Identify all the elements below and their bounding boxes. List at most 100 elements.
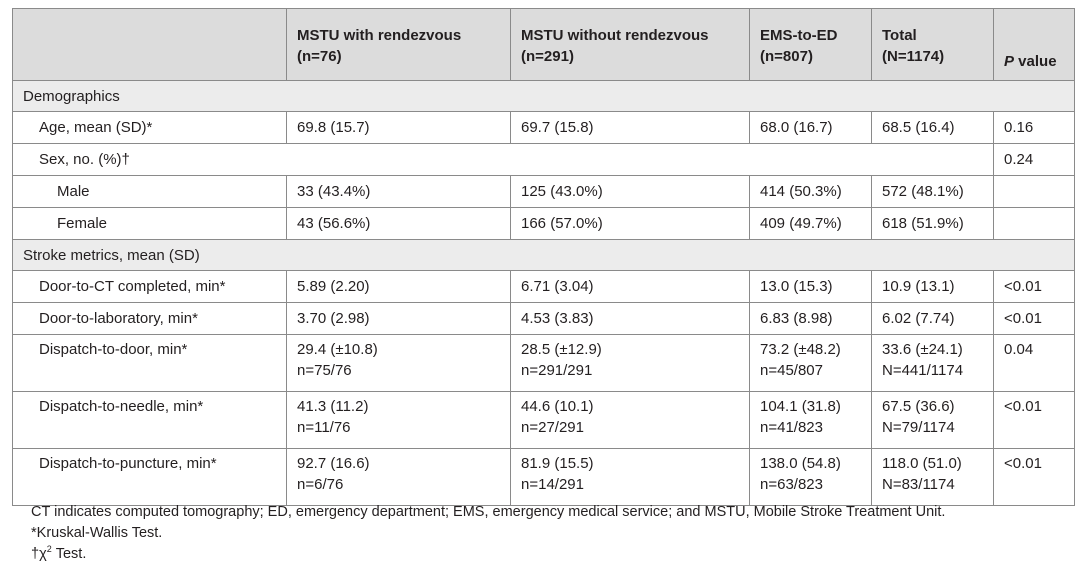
header-ems-to-ed-title: EMS-to-ED bbox=[760, 26, 838, 44]
row-label: Dispatch-to-needle, min* bbox=[12, 391, 287, 449]
table-cell: 6.83 (8.98) bbox=[749, 302, 872, 335]
table-cell: 572 (48.1%) bbox=[871, 175, 994, 208]
cell-count: n=45/807 bbox=[760, 362, 823, 379]
table-cell-empty bbox=[286, 143, 994, 176]
header-p-word: value bbox=[1014, 53, 1057, 70]
table-cell: 414 (50.3%) bbox=[749, 175, 872, 208]
cell-value: 138.0 (54.8) bbox=[760, 455, 841, 472]
table-cell: 104.1 (31.8) n=41/823 bbox=[749, 391, 872, 449]
header-ems-to-ed-n: (n=807) bbox=[760, 47, 813, 65]
footnote-chi-prefix: †χ bbox=[31, 546, 47, 562]
table-cell: 10.9 (13.1) bbox=[871, 270, 994, 303]
table-cell: 138.0 (54.8) n=63/823 bbox=[749, 448, 872, 506]
header-p-value: P value bbox=[993, 8, 1075, 81]
row-label: Age, mean (SD)* bbox=[12, 111, 287, 144]
cell-value: 29.4 (±10.8) bbox=[297, 341, 378, 358]
cell-count: N=79/1174 bbox=[882, 419, 955, 436]
cell-count: n=6/76 bbox=[297, 476, 344, 493]
table-cell: 4.53 (3.83) bbox=[510, 302, 750, 335]
table-cell: 166 (57.0%) bbox=[510, 207, 750, 240]
table-cell: 92.7 (16.6) n=6/76 bbox=[286, 448, 511, 506]
table-cell: 43 (56.6%) bbox=[286, 207, 511, 240]
table-row: Dispatch-to-puncture, min* 92.7 (16.6) n=… bbox=[12, 448, 1075, 506]
table-cell: 73.2 (±48.2) n=45/807 bbox=[749, 334, 872, 392]
table-row: Sex, no. (%)† 0.24 bbox=[12, 143, 1075, 176]
cell-value: 73.2 (±48.2) bbox=[760, 341, 841, 358]
table-cell: 6.71 (3.04) bbox=[510, 270, 750, 303]
cell-count: n=27/291 bbox=[521, 419, 584, 436]
footnote-abbreviations: CT indicates computed tomography; ED, em… bbox=[31, 504, 946, 520]
table-cell: 44.6 (10.1) n=27/291 bbox=[510, 391, 750, 449]
table-cell: 118.0 (51.0) N=83/1174 bbox=[871, 448, 994, 506]
header-total-title: Total bbox=[882, 26, 917, 44]
section-label: Stroke metrics, mean (SD) bbox=[12, 239, 1075, 271]
section-label: Demographics bbox=[12, 80, 1075, 112]
table-cell: 41.3 (11.2) n=11/76 bbox=[286, 391, 511, 449]
header-row: MSTU with rendezvous (n=76) MSTU without … bbox=[12, 8, 1075, 81]
section-demographics: Demographics bbox=[12, 80, 1075, 112]
table-row: Female 43 (56.6%) 166 (57.0%) 409 (49.7%… bbox=[12, 207, 1075, 240]
cell-value: 118.0 (51.0) bbox=[882, 455, 962, 472]
table-cell: 29.4 (±10.8) n=75/76 bbox=[286, 334, 511, 392]
table-cell: 33 (43.4%) bbox=[286, 175, 511, 208]
p-value-cell: 0.04 bbox=[993, 334, 1075, 392]
header-blank bbox=[12, 8, 287, 81]
cell-count: n=75/76 bbox=[297, 362, 352, 379]
p-value-cell bbox=[993, 207, 1075, 240]
p-value-cell: <0.01 bbox=[993, 270, 1075, 303]
row-label: Male bbox=[12, 175, 287, 208]
table-row: Male 33 (43.4%) 125 (43.0%) 414 (50.3%) … bbox=[12, 175, 1075, 208]
cell-value: 44.6 (10.1) bbox=[521, 398, 594, 415]
header-mstu-no-rendezvous: MSTU without rendezvous (n=291) bbox=[510, 8, 750, 81]
footnote-chi-superscript: 2 bbox=[46, 544, 52, 555]
table-cell: 81.9 (15.5) n=14/291 bbox=[510, 448, 750, 506]
header-mstu-rendezvous-n: (n=76) bbox=[297, 47, 342, 65]
table-row: Door-to-laboratory, min* 3.70 (2.98) 4.5… bbox=[12, 302, 1075, 335]
row-label: Dispatch-to-door, min* bbox=[12, 334, 287, 392]
p-value-cell: <0.01 bbox=[993, 302, 1075, 335]
cell-count: n=291/291 bbox=[521, 362, 593, 379]
header-ems-to-ed: EMS-to-ED (n=807) bbox=[749, 8, 872, 81]
table-cell: 68.5 (16.4) bbox=[871, 111, 994, 144]
row-label: Female bbox=[12, 207, 287, 240]
results-table-container: MSTU with rendezvous (n=76) MSTU without … bbox=[12, 8, 1075, 506]
table-cell: 6.02 (7.74) bbox=[871, 302, 994, 335]
cell-count: n=63/823 bbox=[760, 476, 823, 493]
cell-value: 28.5 (±12.9) bbox=[521, 341, 602, 358]
header-total-n: (N=1174) bbox=[882, 47, 945, 65]
cell-value: 41.3 (11.2) bbox=[297, 398, 369, 415]
row-label: Sex, no. (%)† bbox=[12, 143, 287, 176]
cell-count: n=41/823 bbox=[760, 419, 823, 436]
header-mstu-rendezvous: MSTU with rendezvous (n=76) bbox=[286, 8, 511, 81]
table-cell: 28.5 (±12.9) n=291/291 bbox=[510, 334, 750, 392]
footnote-chi-suffix: Test. bbox=[51, 546, 87, 562]
cell-value: 92.7 (16.6) bbox=[297, 455, 370, 472]
table-cell: 3.70 (2.98) bbox=[286, 302, 511, 335]
cell-count: n=14/291 bbox=[521, 476, 584, 493]
table-row: Age, mean (SD)* 69.8 (15.7) 69.7 (15.8) … bbox=[12, 111, 1075, 144]
header-mstu-no-rendezvous-title: MSTU without rendezvous bbox=[521, 26, 709, 44]
table-cell: 618 (51.9%) bbox=[871, 207, 994, 240]
p-value-cell bbox=[993, 175, 1075, 208]
p-value-cell: <0.01 bbox=[993, 448, 1075, 506]
cell-count: n=11/76 bbox=[297, 419, 351, 436]
footnote-chi-square: †χ2 Test. bbox=[31, 544, 945, 565]
cell-value: 81.9 (15.5) bbox=[521, 455, 594, 472]
table-cell: 68.0 (16.7) bbox=[749, 111, 872, 144]
footnote-kruskal-wallis: *Kruskal-Wallis Test. bbox=[31, 525, 163, 541]
header-mstu-no-rendezvous-n: (n=291) bbox=[521, 47, 574, 65]
header-total: Total (N=1174) bbox=[871, 8, 994, 81]
table-cell: 5.89 (2.20) bbox=[286, 270, 511, 303]
p-value-cell: 0.16 bbox=[993, 111, 1075, 144]
results-table: MSTU with rendezvous (n=76) MSTU without … bbox=[12, 8, 1075, 506]
table-cell: 69.8 (15.7) bbox=[286, 111, 511, 144]
row-label: Dispatch-to-puncture, min* bbox=[12, 448, 287, 506]
cell-count: N=441/1174 bbox=[882, 362, 964, 379]
cell-value: 104.1 (31.8) bbox=[760, 398, 841, 415]
table-cell: 409 (49.7%) bbox=[749, 207, 872, 240]
table-row: Dispatch-to-door, min* 29.4 (±10.8) n=75/… bbox=[12, 334, 1075, 392]
table-cell: 69.7 (15.8) bbox=[510, 111, 750, 144]
table-cell: 13.0 (15.3) bbox=[749, 270, 872, 303]
table-cell: 33.6 (±24.1) N=441/1174 bbox=[871, 334, 994, 392]
cell-value: 33.6 (±24.1) bbox=[882, 341, 963, 358]
